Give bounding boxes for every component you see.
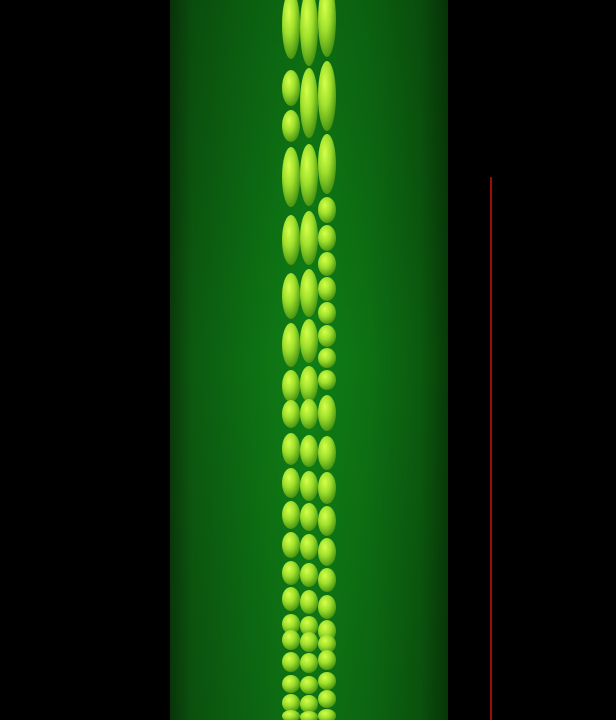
particle <box>300 563 318 587</box>
particle-columns <box>282 0 336 720</box>
particle <box>282 273 300 319</box>
particle <box>318 472 336 504</box>
particle <box>300 632 318 652</box>
particle <box>282 675 300 693</box>
particle <box>318 436 336 470</box>
particle <box>300 68 318 138</box>
particle <box>282 0 300 59</box>
particle <box>300 616 318 636</box>
particle <box>300 366 318 402</box>
particle <box>318 134 336 194</box>
particle <box>318 370 336 390</box>
particle <box>300 695 318 713</box>
particle <box>300 653 318 673</box>
particle <box>282 561 300 585</box>
particle <box>318 650 336 670</box>
particle <box>282 694 300 712</box>
particle <box>282 614 300 634</box>
particle <box>282 501 300 529</box>
particle <box>300 144 318 206</box>
particle <box>282 215 300 265</box>
particle <box>318 225 336 251</box>
particle <box>318 709 336 720</box>
particle <box>300 590 318 614</box>
particle <box>300 711 318 720</box>
particle <box>318 595 336 619</box>
particle <box>318 635 336 653</box>
particle <box>300 211 318 265</box>
particle <box>282 532 300 558</box>
particle <box>318 395 336 431</box>
particle <box>300 269 318 317</box>
particle <box>300 534 318 560</box>
particle <box>300 319 318 363</box>
particle <box>282 70 300 106</box>
particle <box>300 435 318 467</box>
particle <box>318 61 336 131</box>
particle <box>318 302 336 324</box>
particle <box>318 538 336 566</box>
particle <box>318 672 336 690</box>
particle <box>318 0 336 57</box>
particle <box>282 468 300 498</box>
particle <box>318 277 336 301</box>
particle <box>282 630 300 650</box>
particle <box>300 676 318 694</box>
particle <box>318 197 336 223</box>
particle <box>282 147 300 207</box>
particle <box>300 503 318 531</box>
particle <box>282 400 300 428</box>
particle <box>318 325 336 347</box>
particle <box>318 506 336 536</box>
particle <box>318 252 336 276</box>
particle <box>282 652 300 672</box>
particle <box>282 323 300 367</box>
particle <box>282 710 300 720</box>
particle <box>300 399 318 429</box>
particle <box>300 0 318 66</box>
particle <box>282 110 300 142</box>
particle <box>282 370 300 402</box>
particle <box>282 433 300 465</box>
particle <box>300 471 318 501</box>
particle <box>282 587 300 611</box>
particle <box>318 568 336 592</box>
particle <box>318 348 336 368</box>
particle <box>318 690 336 708</box>
